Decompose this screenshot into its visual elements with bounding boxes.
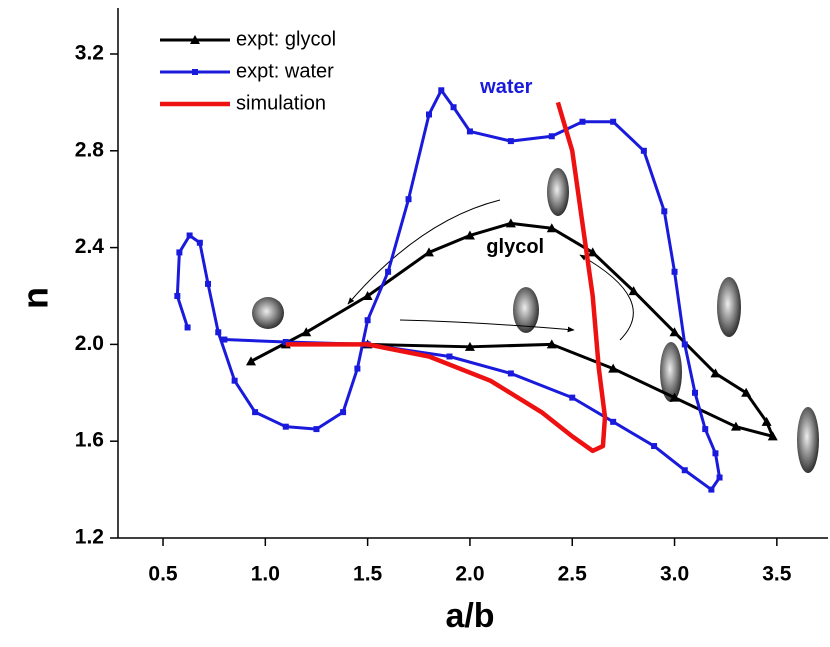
- data-point: [681, 341, 688, 348]
- data-point: [282, 338, 289, 345]
- data-point: [221, 336, 228, 343]
- x-tick-label: 3.0: [660, 563, 689, 586]
- data-point: [610, 118, 617, 125]
- data-point: [548, 133, 555, 140]
- annotation: glycol: [486, 236, 544, 258]
- data-point: [450, 104, 457, 111]
- data-point: [610, 418, 617, 425]
- legend-marker: [190, 35, 200, 44]
- data-point: [186, 232, 193, 239]
- data-point: [340, 409, 347, 416]
- data-point: [569, 394, 576, 401]
- data-point: [628, 286, 639, 296]
- data-point: [466, 128, 473, 135]
- data-point: [231, 377, 238, 384]
- data-point: [669, 327, 680, 337]
- legend-label: expt: glycol: [236, 28, 336, 50]
- data-point: [446, 353, 453, 360]
- data-point: [245, 356, 256, 366]
- data-point: [671, 268, 678, 275]
- data-point: [608, 363, 619, 373]
- data-point: [405, 196, 412, 203]
- data-point: [282, 423, 289, 430]
- data-point: [252, 409, 259, 416]
- data-point: [767, 431, 778, 441]
- data-point: [176, 249, 183, 256]
- data-point: [716, 474, 723, 481]
- data-point: [196, 239, 203, 246]
- series-line: [175, 88, 722, 492]
- data-point: [661, 208, 668, 215]
- y-axis-title: n: [15, 287, 56, 309]
- series-line: [285, 101, 608, 454]
- droplets: [252, 168, 819, 473]
- data-point: [692, 389, 699, 396]
- data-point: [712, 450, 719, 457]
- data-point: [385, 268, 392, 275]
- x-tick-label: 0.5: [148, 563, 178, 586]
- data-point: [205, 280, 212, 287]
- data-point: [587, 247, 598, 257]
- data-point: [364, 317, 371, 324]
- y-tick-label: 2.8: [75, 138, 105, 161]
- data-point: [184, 324, 191, 331]
- data-point: [301, 327, 312, 337]
- data-point: [424, 247, 435, 257]
- data-point: [507, 138, 514, 145]
- data-point: [546, 339, 557, 349]
- data-point: [708, 486, 715, 493]
- x-tick-label: 1.5: [353, 563, 383, 586]
- data-point: [507, 370, 514, 377]
- legend-marker: [192, 69, 198, 75]
- data-point: [426, 111, 433, 118]
- data-point: [174, 292, 181, 299]
- data-point: [546, 223, 557, 233]
- data-point: [710, 368, 721, 378]
- legend-label: simulation: [236, 92, 326, 114]
- annotation: water: [479, 76, 532, 98]
- data-point: [313, 426, 320, 433]
- data-point: [362, 290, 373, 300]
- data-point: [354, 365, 361, 372]
- x-tick-label: 1.0: [251, 563, 280, 586]
- data-point: [579, 118, 586, 125]
- y-tick-label: 2.0: [75, 332, 104, 355]
- y-tick-label: 2.4: [75, 235, 105, 258]
- data-point: [730, 421, 741, 431]
- data-point: [505, 218, 516, 228]
- data-point: [669, 392, 680, 402]
- y-tick-label: 1.2: [75, 526, 104, 549]
- data-point: [761, 416, 772, 426]
- data-point: [438, 87, 445, 94]
- y-tick-label: 3.2: [75, 42, 104, 65]
- x-tick-label: 3.5: [762, 563, 792, 586]
- arrows: [347, 199, 634, 341]
- data-point: [741, 387, 752, 397]
- data-point: [702, 426, 709, 433]
- data-point: [464, 341, 475, 351]
- data-point: [640, 147, 647, 154]
- data-point: [651, 443, 658, 450]
- x-tick-label: 2.0: [455, 563, 484, 586]
- y-tick-label: 1.6: [75, 429, 104, 452]
- x-tick-label: 2.5: [558, 563, 588, 586]
- data-point: [681, 467, 688, 474]
- data-point: [464, 230, 475, 240]
- data-point: [215, 329, 222, 336]
- x-axis-title: a/b: [445, 597, 494, 635]
- legend-label: expt: water: [236, 60, 334, 82]
